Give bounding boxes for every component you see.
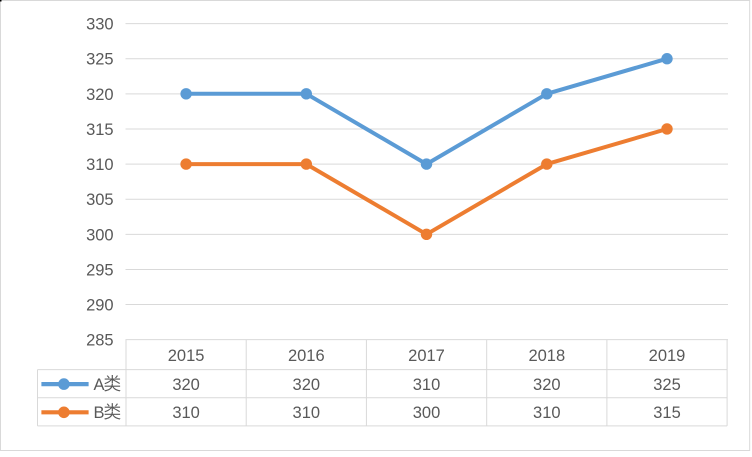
svg-text:285: 285 (86, 332, 114, 350)
svg-text:315: 315 (86, 121, 114, 139)
svg-text:310: 310 (533, 404, 561, 422)
svg-text:320: 320 (533, 376, 561, 394)
svg-text:A: A (94, 376, 105, 394)
svg-text:315: 315 (653, 404, 681, 422)
svg-text:305: 305 (86, 191, 114, 209)
svg-text:2015: 2015 (168, 347, 205, 365)
svg-text:2018: 2018 (528, 347, 565, 365)
svg-text:320: 320 (172, 376, 200, 394)
svg-text:300: 300 (413, 404, 441, 422)
svg-text:310: 310 (86, 156, 114, 174)
svg-text:B: B (94, 404, 105, 422)
svg-text:310: 310 (293, 404, 321, 422)
svg-text:320: 320 (293, 376, 321, 394)
svg-text:2019: 2019 (649, 347, 686, 365)
svg-text:295: 295 (86, 261, 114, 279)
svg-text:2017: 2017 (408, 347, 445, 365)
svg-text:300: 300 (86, 226, 114, 244)
svg-text:2016: 2016 (288, 347, 325, 365)
svg-text:310: 310 (172, 404, 200, 422)
svg-text:325: 325 (86, 51, 114, 69)
svg-text:325: 325 (653, 376, 681, 394)
svg-text:330: 330 (86, 16, 114, 34)
svg-text:290: 290 (86, 297, 114, 315)
svg-text:310: 310 (413, 376, 441, 394)
svg-text:320: 320 (86, 86, 114, 104)
